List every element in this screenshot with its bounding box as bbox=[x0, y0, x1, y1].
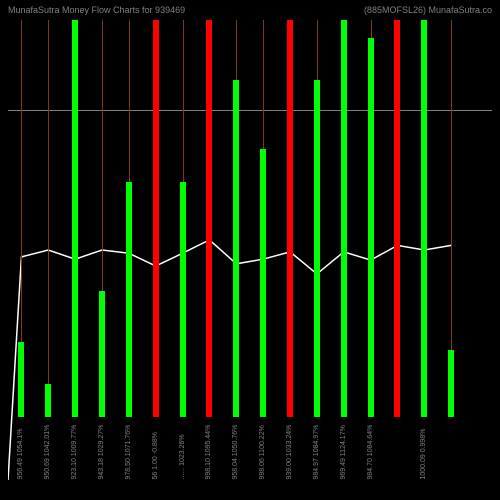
x-axis-label: 923.10 1009.77% bbox=[71, 419, 78, 480]
line-chart bbox=[8, 20, 492, 480]
volume-bar bbox=[126, 182, 132, 418]
volume-bar bbox=[206, 20, 212, 417]
x-axis-label: 56 1.00 -0.88% bbox=[152, 419, 159, 480]
volume-bar bbox=[341, 20, 347, 417]
x-axis-label: 1000.09 0.998% bbox=[420, 419, 427, 480]
x-axis-label: 943.18 1029.27% bbox=[98, 419, 105, 480]
volume-bar bbox=[233, 80, 239, 418]
volume-bar bbox=[18, 342, 24, 417]
volume-bar bbox=[448, 350, 454, 418]
volume-bar bbox=[153, 20, 159, 417]
volume-bar bbox=[99, 291, 105, 417]
x-axis-label: 956.49 1054.1% bbox=[17, 419, 24, 480]
volume-bar bbox=[45, 384, 51, 418]
volume-bar bbox=[421, 20, 427, 417]
title-left: MunafaSutra Money Flow Charts for 939469 bbox=[8, 5, 185, 15]
volume-bar bbox=[314, 80, 320, 418]
x-axis-label: 998.06 1100.22% bbox=[259, 419, 266, 480]
volume-bar bbox=[368, 38, 374, 417]
title-right: (885MOFSL26) MunafaSutra.co bbox=[364, 5, 492, 15]
x-axis-label: 958.04 1050.76% bbox=[232, 419, 239, 480]
volume-bar bbox=[394, 20, 400, 417]
volume-bar bbox=[287, 20, 293, 417]
x-axis-label: 969.49 1124.17% bbox=[340, 419, 347, 480]
x-axis-label: 984.97 1084.97% bbox=[313, 419, 320, 480]
volume-bar bbox=[72, 20, 78, 417]
volume-bar bbox=[260, 149, 266, 418]
x-axis-label: 984.70 1084.64% bbox=[367, 419, 374, 480]
x-axis-label: 998.10 1095.44% bbox=[205, 419, 212, 480]
x-axis-label: ...... 1023.26% bbox=[179, 419, 186, 480]
x-axis-label: 978.50 1071.76% bbox=[125, 419, 132, 480]
x-axis-label: 939.00 1033.24% bbox=[286, 419, 293, 480]
x-axis-label: 950.69 1042.01% bbox=[44, 419, 51, 480]
chart-area: 956.49 1054.1% 950.69 1042.01% 923.10 1009… bbox=[8, 20, 492, 480]
x-tick bbox=[48, 20, 49, 417]
horizontal-gridline bbox=[8, 110, 492, 111]
volume-bar bbox=[180, 182, 186, 418]
